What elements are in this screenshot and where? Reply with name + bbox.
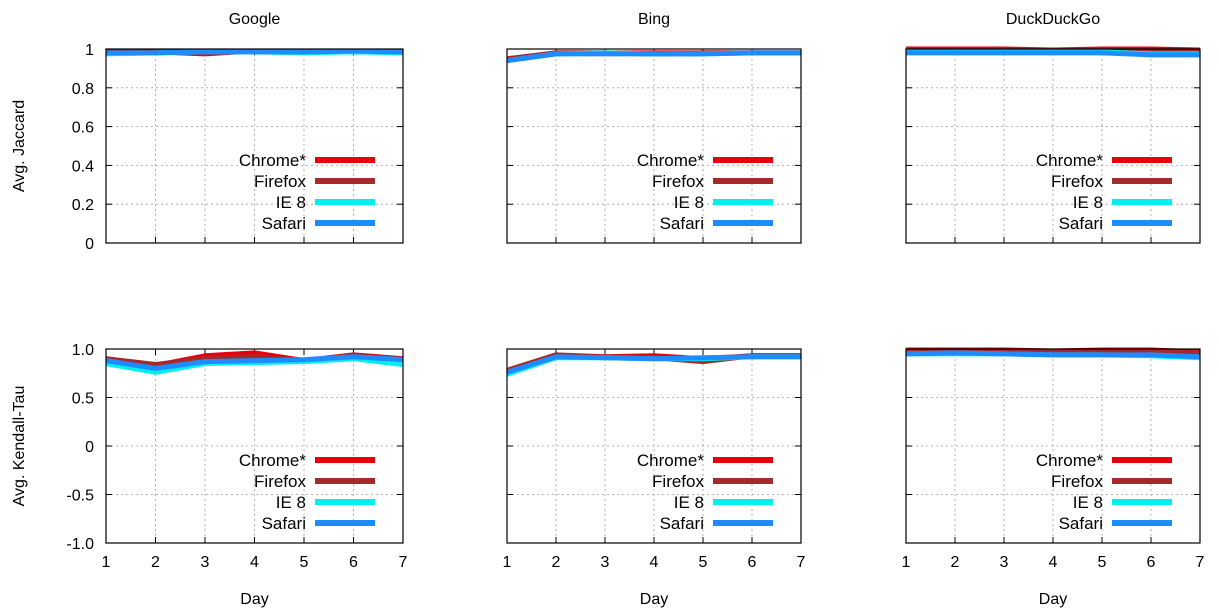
x-axis-label: Day — [1039, 591, 1067, 608]
panel-1: 0 0.2 0.4 0.6 0.8 1 Google Avg. Jaccard Chrome* F… — [11, 11, 404, 253]
panel-5: 1 2 3 4 5 6 7 Day Chrome* Firefox IE 8 Safari — [503, 348, 806, 608]
panel-title: Bing — [638, 11, 670, 28]
legend: Chrome* Firefox IE 8 Safari — [1036, 451, 1172, 533]
x-tick-label: 1 — [503, 554, 512, 571]
y-tick-label: 1.0 — [72, 342, 94, 359]
legend: Chrome* Firefox IE 8 Safari — [239, 151, 375, 233]
legend-label: Chrome* — [637, 451, 704, 470]
x-tick-label: 3 — [201, 554, 210, 571]
x-tick-label: 5 — [1098, 554, 1107, 571]
plot-frame — [506, 48, 802, 244]
series-line-safari — [905, 350, 1201, 360]
legend-label: IE 8 — [1073, 493, 1103, 512]
x-tick-label: 1 — [902, 554, 911, 571]
legend-label: Safari — [262, 214, 306, 233]
y-axis-label: Avg. Kendall-Tau — [11, 386, 28, 507]
series-line-safari — [506, 354, 801, 375]
x-tick-label: 5 — [699, 554, 708, 571]
legend-label: Firefox — [652, 172, 704, 191]
legend: Chrome* Firefox IE 8 Safari — [637, 151, 773, 233]
x-tick-label: 3 — [601, 554, 610, 571]
panel-2: Bing Chrome* Firefox IE 8 Safari — [506, 11, 802, 244]
series-line-safari — [506, 50, 801, 64]
legend-label: Chrome* — [239, 151, 306, 170]
plot-frame — [506, 348, 802, 544]
x-tick-label: 7 — [797, 554, 806, 571]
y-tick-label: 0 — [85, 439, 94, 456]
x-tick-label: 4 — [650, 554, 659, 571]
plot-frame — [105, 48, 404, 244]
x-tick-label: 6 — [349, 554, 358, 571]
series-line-safari — [106, 48, 404, 56]
legend-label: Chrome* — [637, 151, 704, 170]
legend: Chrome* Firefox IE 8 Safari — [637, 451, 773, 533]
x-tick-label: 6 — [748, 554, 757, 571]
plot-frame — [905, 48, 1201, 244]
y-tick-label: -1.0 — [66, 536, 94, 553]
panel-4: -1.0 -0.5 0 0.5 1.0 1 2 3 4 5 6 7 Day Avg. Kendall-Ta… — [11, 342, 408, 608]
legend-label: IE 8 — [276, 493, 306, 512]
legend: Chrome* Firefox IE 8 Safari — [1036, 151, 1172, 233]
x-axis-label: Day — [240, 591, 268, 608]
x-tick-label: 3 — [1000, 554, 1009, 571]
x-tick-label: 2 — [951, 554, 960, 571]
legend-label: Firefox — [652, 472, 704, 491]
y-tick-label: 0.6 — [72, 120, 94, 137]
y-axis-label: Avg. Jaccard — [11, 100, 28, 192]
legend-label: Safari — [660, 214, 704, 233]
x-tick-label: 4 — [250, 554, 259, 571]
legend-label: IE 8 — [674, 193, 704, 212]
x-tick-label: 2 — [552, 554, 561, 571]
legend-label: Chrome* — [1036, 151, 1103, 170]
legend-label: Firefox — [254, 172, 306, 191]
y-tick-label: 0.4 — [72, 158, 94, 175]
plot-frame — [905, 348, 1201, 544]
legend: Chrome* Firefox IE 8 Safari — [239, 451, 375, 533]
legend-label: Firefox — [254, 472, 306, 491]
legend-label: Firefox — [1051, 472, 1103, 491]
legend-label: Safari — [660, 514, 704, 533]
y-tick-label: 0 — [85, 236, 94, 253]
x-tick-label: 1 — [102, 554, 111, 571]
y-tick-label: 1 — [85, 42, 94, 59]
panel-6: 1 2 3 4 5 6 7 Day Chrome* Firefox IE 8 Safari — [902, 347, 1205, 608]
x-tick-label: 6 — [1147, 554, 1156, 571]
legend-label: IE 8 — [276, 193, 306, 212]
x-tick-label: 7 — [1196, 554, 1205, 571]
legend-label: Safari — [1059, 214, 1103, 233]
series-line-safari — [105, 354, 404, 371]
y-tick-label: 0.8 — [72, 81, 94, 98]
y-tick-label: -0.5 — [66, 488, 94, 505]
x-tick-label: 5 — [300, 554, 309, 571]
panel-title: Google — [229, 11, 281, 28]
x-axis-label: Day — [640, 591, 668, 608]
y-tick-label: 0.5 — [72, 391, 94, 408]
y-tick-label: 0.2 — [72, 197, 94, 214]
panel-title: DuckDuckGo — [1006, 11, 1100, 28]
legend-label: Chrome* — [239, 451, 306, 470]
legend-label: Safari — [262, 514, 306, 533]
legend-label: IE 8 — [674, 493, 704, 512]
legend-label: Safari — [1059, 514, 1103, 533]
legend-label: Firefox — [1051, 172, 1103, 191]
plot-frame — [105, 348, 404, 544]
x-tick-label: 7 — [399, 554, 408, 571]
x-tick-label: 4 — [1049, 554, 1058, 571]
x-tick-label: 2 — [151, 554, 160, 571]
panel-3: DuckDuckGo Chrome* Firefox IE 8 Safari — [905, 11, 1201, 244]
legend-label: IE 8 — [1073, 193, 1103, 212]
legend-label: Chrome* — [1036, 451, 1103, 470]
series-line-safari — [906, 50, 1200, 58]
